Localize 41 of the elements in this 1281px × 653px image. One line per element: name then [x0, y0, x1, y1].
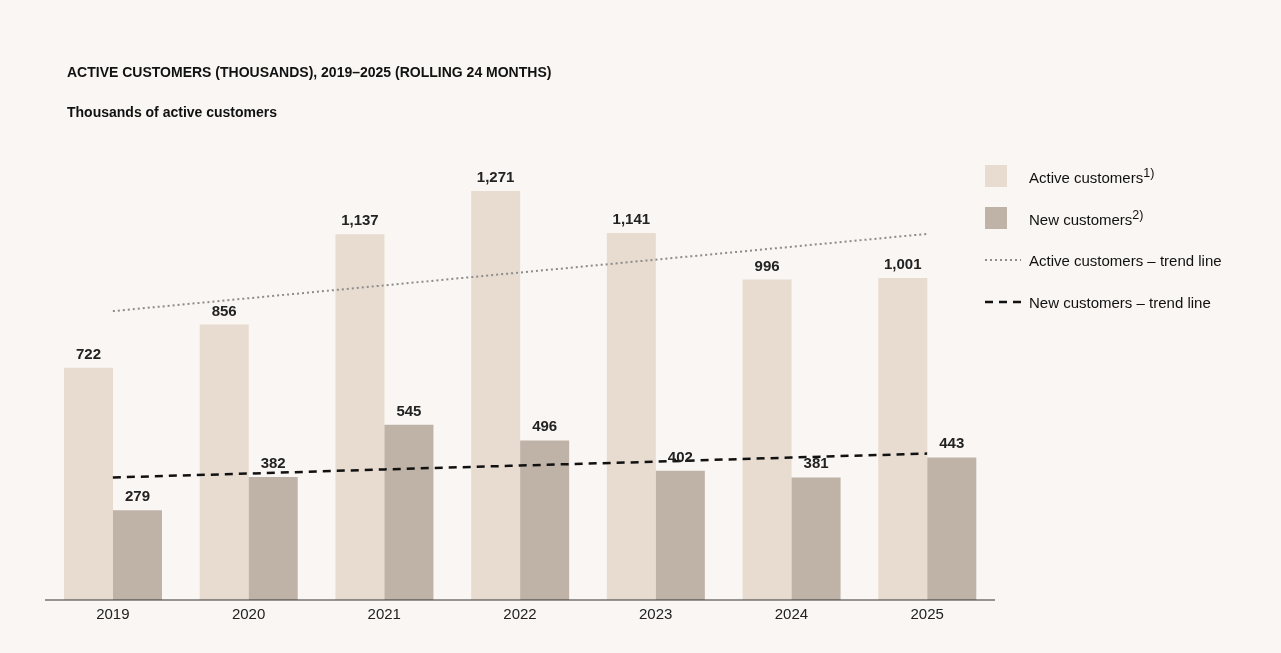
data-label: 443 — [939, 434, 965, 452]
data-label: 856 — [211, 301, 237, 319]
bar — [791, 477, 841, 600]
bar — [248, 477, 298, 600]
bar — [335, 234, 385, 600]
bar — [520, 440, 570, 600]
data-label: 545 — [396, 401, 422, 419]
x-tick-label: 2022 — [503, 604, 537, 622]
bar — [64, 367, 113, 600]
x-tick-label: 2021 — [367, 604, 401, 622]
x-tick-label: 2024 — [774, 604, 809, 622]
bar — [606, 232, 656, 600]
bar — [927, 457, 977, 600]
legend-label: Active customers – trend line — [1029, 251, 1222, 269]
data-label: 382 — [260, 454, 286, 472]
bar — [742, 279, 792, 600]
data-label: 1,001 — [884, 254, 922, 272]
data-label: 1,271 — [476, 168, 515, 186]
bar — [878, 277, 928, 600]
legend-label: New customers – trend line — [1029, 293, 1211, 311]
bar — [113, 510, 162, 600]
data-label: 1,141 — [612, 209, 651, 227]
legend-label: New customers$^{2)}$ — [1029, 208, 1144, 228]
x-tick-label: 2025 — [910, 604, 944, 622]
data-label: 496 — [532, 417, 558, 435]
legend-label: Active customers$^{1)}$ — [1029, 166, 1155, 186]
x-tick-label: 2019 — [96, 604, 130, 622]
data-label: 722 — [75, 344, 102, 362]
bar — [471, 191, 521, 600]
data-label: 279 — [124, 487, 151, 505]
data-label: 996 — [754, 256, 780, 274]
data-label: 1,137 — [341, 211, 379, 229]
chart-subtitle: Thousands of active customers — [67, 104, 278, 120]
bar — [384, 424, 434, 600]
data-label: 402 — [667, 447, 693, 465]
x-tick-label: 2023 — [639, 604, 673, 622]
chart-title: ACTIVE CUSTOMERS (THOUSANDS), 2019–2025 (ROLLING 24 MONTHS) — [67, 64, 552, 80]
data-label: 381 — [803, 454, 829, 472]
bar — [655, 470, 705, 600]
bar — [199, 324, 249, 600]
x-tick-label: 2020 — [231, 604, 266, 622]
